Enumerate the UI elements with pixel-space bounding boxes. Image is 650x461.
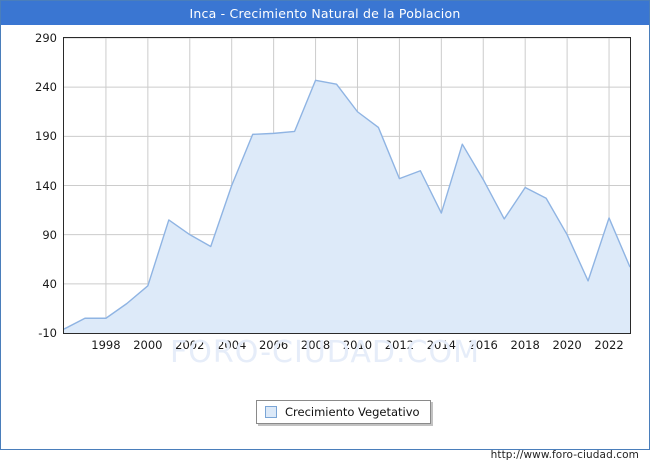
- plot-area-wrapper: 290 240 190 140 90 40 -10 1998 2000 2002 2004 2006…: [1, 25, 649, 461]
- y-axis-tick-label: 240: [35, 80, 57, 95]
- window-title-bar: Inca - Crecimiento Natural de la Poblaci…: [1, 1, 649, 25]
- x-axis-tick-label: 2010: [342, 338, 373, 352]
- legend-label: Crecimiento Vegetativo: [285, 405, 420, 419]
- y-axis-tick-label: 140: [35, 178, 57, 193]
- x-axis-tick-label: 2022: [594, 338, 624, 352]
- x-axis-tick-label: 2000: [133, 338, 163, 352]
- x-axis-tick-label: 2008: [300, 338, 331, 352]
- x-axis-tick-label: 2002: [175, 338, 205, 352]
- x-axis-tick-label: 2004: [217, 338, 247, 352]
- x-axis-tick-label: 2016: [468, 338, 498, 352]
- x-axis-tick-label: 2018: [510, 338, 540, 352]
- x-axis-tick-label: 2020: [552, 338, 582, 352]
- x-axis-tick-label: 2014: [426, 338, 456, 352]
- series-crecimiento-vegetativo: [64, 79, 630, 333]
- legend-swatch-icon: [265, 406, 277, 418]
- x-axis-tick-label: 2012: [384, 338, 415, 352]
- y-axis-tick-label: -10: [38, 326, 57, 340]
- page-title: Inca - Crecimiento Natural de la Poblaci…: [189, 5, 461, 21]
- plot-frame: [63, 37, 631, 334]
- y-axis-tick-label: 90: [42, 227, 57, 242]
- y-axis-tick-label: 290: [35, 31, 57, 45]
- x-axis-tick-label: 2006: [258, 338, 289, 352]
- y-axis-tick-label: 40: [42, 276, 57, 291]
- chart-legend: Crecimiento Vegetativo: [256, 400, 431, 424]
- footer-url: http://www.foro-ciudad.com: [490, 449, 639, 461]
- x-axis-tick-label: 1998: [91, 338, 121, 352]
- y-axis-tick-label: 190: [35, 129, 57, 144]
